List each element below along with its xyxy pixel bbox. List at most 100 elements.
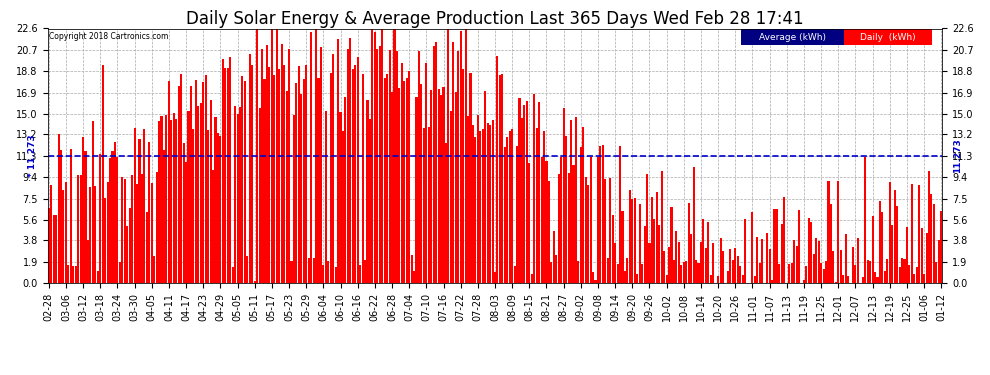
Bar (670, 207, 672, 283)
Bar (300, 94, 302, 283)
Bar (909, 265, 911, 283)
Bar (830, 204, 832, 283)
Bar (144, 129, 146, 283)
Bar (562, 108, 564, 283)
Bar (469, 73, 471, 283)
Bar (454, 92, 456, 283)
Bar (141, 174, 143, 283)
Bar (361, 74, 363, 283)
Bar (693, 167, 695, 283)
Bar (768, 249, 770, 283)
Bar (239, 107, 241, 283)
Bar (632, 199, 634, 283)
Title: Daily Solar Energy & Average Production Last 365 Days Wed Feb 28 17:41: Daily Solar Energy & Average Production … (186, 10, 804, 28)
Bar (462, 69, 464, 283)
Bar (521, 118, 523, 283)
Bar (318, 78, 320, 283)
Bar (185, 162, 187, 283)
Bar (547, 181, 550, 283)
FancyBboxPatch shape (844, 29, 932, 45)
Bar (524, 105, 526, 283)
Bar (175, 119, 177, 283)
Bar (332, 54, 335, 283)
Bar (114, 142, 116, 283)
Bar (788, 264, 790, 283)
Bar (182, 143, 185, 283)
Bar (295, 83, 297, 283)
Bar (253, 280, 255, 283)
Bar (165, 114, 167, 283)
Bar (627, 258, 629, 283)
Bar (148, 142, 150, 283)
Bar (50, 185, 52, 283)
Bar (891, 225, 893, 283)
Bar (278, 69, 280, 283)
Bar (445, 142, 447, 283)
Bar (222, 58, 224, 283)
Bar (99, 154, 101, 283)
Bar (482, 129, 484, 283)
Bar (202, 82, 204, 283)
Bar (376, 49, 378, 283)
Bar (234, 106, 237, 283)
Bar (866, 260, 869, 283)
Bar (474, 137, 476, 283)
Bar (842, 275, 844, 283)
Bar (648, 243, 650, 283)
Bar (928, 171, 930, 283)
Bar (791, 263, 793, 283)
Bar (273, 75, 275, 283)
Bar (501, 74, 503, 283)
Bar (637, 274, 639, 283)
Bar (881, 211, 883, 283)
Bar (418, 51, 420, 283)
Bar (489, 125, 491, 283)
Bar (416, 97, 418, 283)
Bar (52, 215, 54, 283)
Bar (92, 121, 94, 283)
Text: Daily  (kWh): Daily (kWh) (860, 33, 916, 42)
Bar (599, 146, 602, 283)
Bar (298, 66, 300, 283)
Bar (205, 75, 207, 283)
Bar (722, 251, 724, 283)
Bar (673, 260, 675, 283)
Bar (560, 157, 562, 283)
Bar (580, 147, 582, 283)
Bar (675, 231, 677, 283)
Bar (258, 108, 260, 283)
Bar (421, 84, 423, 283)
Bar (244, 81, 246, 283)
Bar (310, 32, 312, 283)
Bar (717, 276, 719, 283)
Bar (869, 261, 871, 283)
Bar (464, 28, 466, 283)
Bar (847, 276, 849, 283)
Bar (426, 63, 428, 283)
Bar (431, 90, 433, 283)
Bar (276, 28, 278, 283)
Bar (766, 232, 768, 283)
Bar (876, 278, 878, 283)
FancyBboxPatch shape (742, 29, 844, 45)
Bar (730, 249, 732, 283)
Bar (582, 128, 584, 283)
Bar (126, 225, 129, 283)
Bar (655, 192, 658, 283)
Bar (940, 211, 942, 283)
Bar (408, 71, 410, 283)
Bar (436, 42, 438, 283)
Bar (835, 282, 837, 283)
Bar (200, 103, 202, 283)
Bar (225, 68, 227, 283)
Bar (232, 267, 234, 283)
Bar (594, 280, 597, 283)
Bar (413, 271, 415, 283)
Bar (857, 238, 859, 283)
Bar (315, 28, 317, 283)
Bar (665, 275, 667, 283)
Bar (129, 208, 131, 283)
Bar (163, 150, 165, 283)
Bar (55, 215, 57, 283)
Bar (364, 260, 366, 283)
